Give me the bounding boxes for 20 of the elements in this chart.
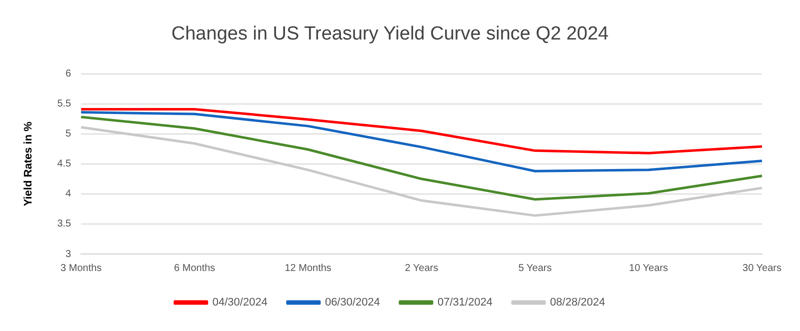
legend-label: 08/28/2024	[550, 296, 606, 309]
x-tick-label: 6 Months	[174, 262, 216, 274]
x-tick-label: 5 Years	[518, 262, 552, 274]
y-tick-label: 4	[66, 188, 72, 200]
y-tick-label: 4.5	[57, 158, 72, 170]
y-tick-label: 3	[66, 248, 72, 260]
y-tick-label: 6	[66, 68, 72, 80]
x-tick-label: 30 Years	[742, 262, 782, 274]
legend-label: 04/30/2024	[212, 296, 268, 309]
y-tick-label: 5	[66, 128, 72, 140]
chart-title: Changes in US Treasury Yield Curve since Q2 2024	[171, 24, 610, 45]
legend-label: 06/30/2024	[324, 296, 380, 309]
x-tick-label: 2 Years	[404, 262, 438, 274]
legend-label: 07/31/2024	[438, 296, 493, 309]
y-tick-label: 5.5	[57, 98, 72, 110]
y-axis-title: Yield Rates in %	[22, 121, 35, 206]
y-tick-label: 3.5	[57, 218, 72, 230]
x-tick-label: 3 Months	[60, 262, 102, 274]
x-tick-label: 10 Years	[629, 262, 668, 274]
x-tick-label: 12 Months	[284, 262, 332, 274]
